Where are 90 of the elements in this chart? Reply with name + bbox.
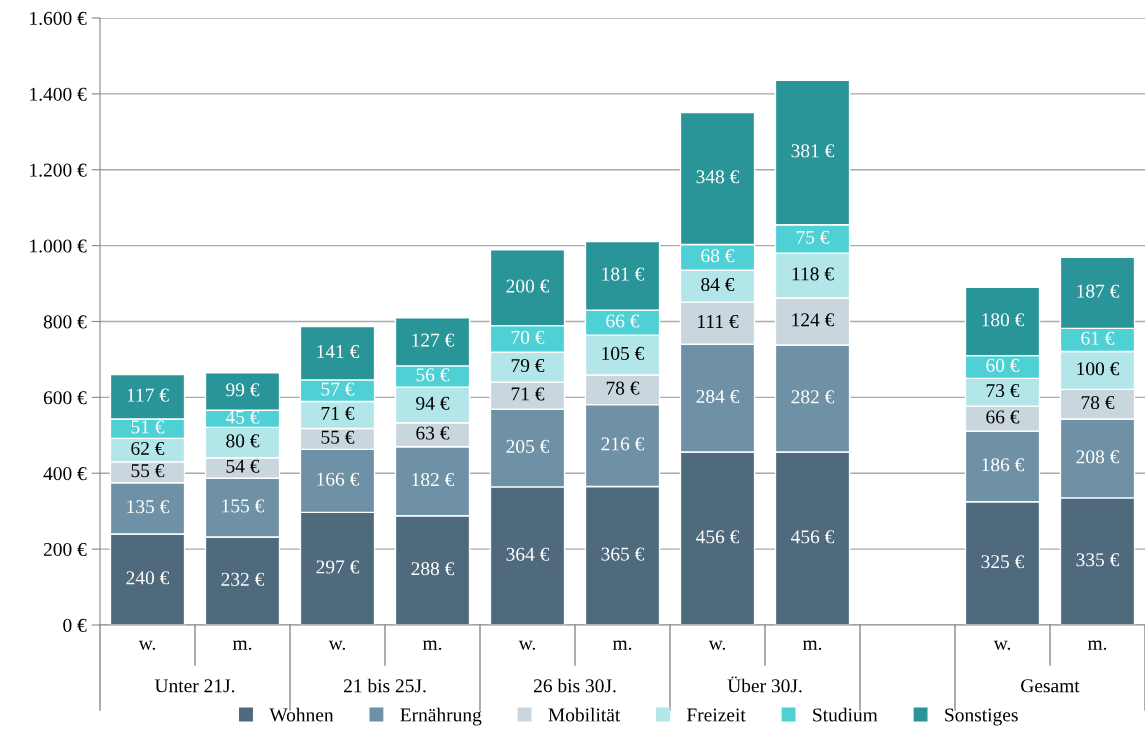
data-label: 70 €: [511, 330, 545, 344]
data-label: 78 €: [1081, 395, 1115, 410]
data-label: 78 €: [606, 381, 640, 395]
y-tick-label: 600 €: [43, 391, 87, 405]
x-tick-label: w.: [328, 640, 346, 650]
data-label: 117 €: [127, 388, 169, 402]
data-label: 186 €: [982, 458, 1025, 472]
data-label: 364 €: [506, 547, 550, 561]
x-tick-label: w.: [708, 640, 726, 650]
x-tick-label: w.: [518, 640, 536, 650]
data-label: 75 €: [796, 230, 830, 244]
data-label: 240 €: [126, 571, 170, 585]
y-tick-label: 0 €: [63, 618, 87, 632]
data-label: 100 €: [1077, 362, 1120, 376]
data-label: 61 €: [1081, 331, 1115, 345]
data-label: 51 €: [131, 420, 165, 434]
data-label: 62 €: [131, 441, 165, 455]
data-label: 94 €: [416, 396, 450, 410]
data-label: 118 €: [792, 267, 834, 281]
text: Unter 21J.: [154, 679, 235, 693]
data-label: 208 €: [1076, 450, 1120, 464]
y-tick-label: 1.600 €: [30, 11, 87, 26]
data-label: 66 €: [606, 314, 640, 328]
data-label: 181 €: [602, 267, 645, 281]
data-label: 365 €: [601, 547, 645, 561]
data-label: 66 €: [986, 410, 1020, 424]
data-label: 71 €: [321, 406, 355, 420]
y-tick-label: 200 €: [43, 542, 87, 557]
data-label: 284 €: [696, 389, 740, 403]
data-label: 205 €: [506, 439, 550, 453]
data-label: 63 €: [416, 426, 450, 440]
data-label: 54 €: [226, 459, 260, 473]
legend-label: Mobilität: [548, 707, 621, 722]
data-label: 381 €: [791, 144, 835, 158]
data-label: 232 €: [221, 572, 265, 586]
y-tick-label: 1.200 €: [30, 163, 87, 177]
data-label: 297 €: [316, 560, 360, 574]
legend-label: Ernährung: [400, 707, 482, 726]
data-label: 68 €: [701, 249, 735, 263]
data-label: 182 €: [412, 472, 455, 487]
data-label: 456 €: [696, 530, 740, 544]
text: 21 bis 25J.: [343, 678, 426, 693]
data-label: 141 €: [317, 344, 360, 359]
data-label: 200 €: [506, 279, 550, 293]
data-label: 187 €: [1077, 284, 1120, 298]
data-label: 124 €: [792, 313, 835, 327]
data-label: 57 €: [321, 382, 355, 396]
data-label: 73 €: [986, 384, 1020, 398]
data-label: 99 €: [226, 383, 260, 397]
data-label: 335 €: [1076, 553, 1120, 567]
x-tick-label: m.: [612, 640, 632, 650]
legend-label: Wohnen: [269, 707, 334, 722]
text: Über 30J.: [727, 676, 802, 693]
data-label: 80 €: [226, 434, 260, 448]
data-label: 348 €: [696, 170, 740, 184]
data-label: 71 €: [511, 387, 545, 401]
data-label: 155 €: [222, 499, 265, 513]
legend-label: Freizeit: [686, 708, 746, 722]
data-label: 60 €: [986, 358, 1020, 372]
y-tick-label: 1.400 €: [30, 87, 87, 101]
data-label: 55 €: [321, 430, 355, 444]
data-label: 288 €: [411, 562, 455, 576]
data-label: 84 €: [701, 277, 735, 292]
y-tick-label: 1.000 €: [30, 239, 87, 253]
legend-label: Sonstiges: [945, 708, 1018, 726]
data-label: 135 €: [127, 500, 170, 514]
data-label: 282 €: [791, 390, 835, 404]
data-label: 45 €: [225, 410, 260, 424]
data-label: 456 €: [791, 530, 835, 544]
data-label: 105 €: [602, 346, 645, 360]
data-label: 127 €: [412, 333, 455, 347]
data-label: 79 €: [511, 359, 545, 373]
data-label: 56 €: [416, 368, 450, 382]
x-tick-label: w.: [993, 640, 1011, 650]
data-label: 325 €: [981, 555, 1025, 569]
data-label: 180 €: [982, 313, 1025, 327]
data-label: 166 €: [317, 472, 360, 486]
x-tick-label: m.: [232, 640, 252, 650]
y-tick-label: 400 €: [43, 467, 87, 481]
legend-label: Studium: [813, 707, 878, 722]
text: 26 bis 30J.: [533, 678, 616, 693]
x-tick-label: m.: [422, 640, 442, 650]
y-tick-label: 800 €: [43, 315, 87, 329]
x-tick-label: w.: [138, 640, 156, 650]
text: Gesamt: [1021, 679, 1080, 693]
data-label: 55 €: [131, 464, 165, 478]
data-label: 111 €: [698, 315, 739, 329]
data-label: 216 €: [601, 437, 645, 451]
x-tick-label: m.: [1087, 640, 1107, 650]
x-tick-label: m.: [802, 640, 822, 650]
